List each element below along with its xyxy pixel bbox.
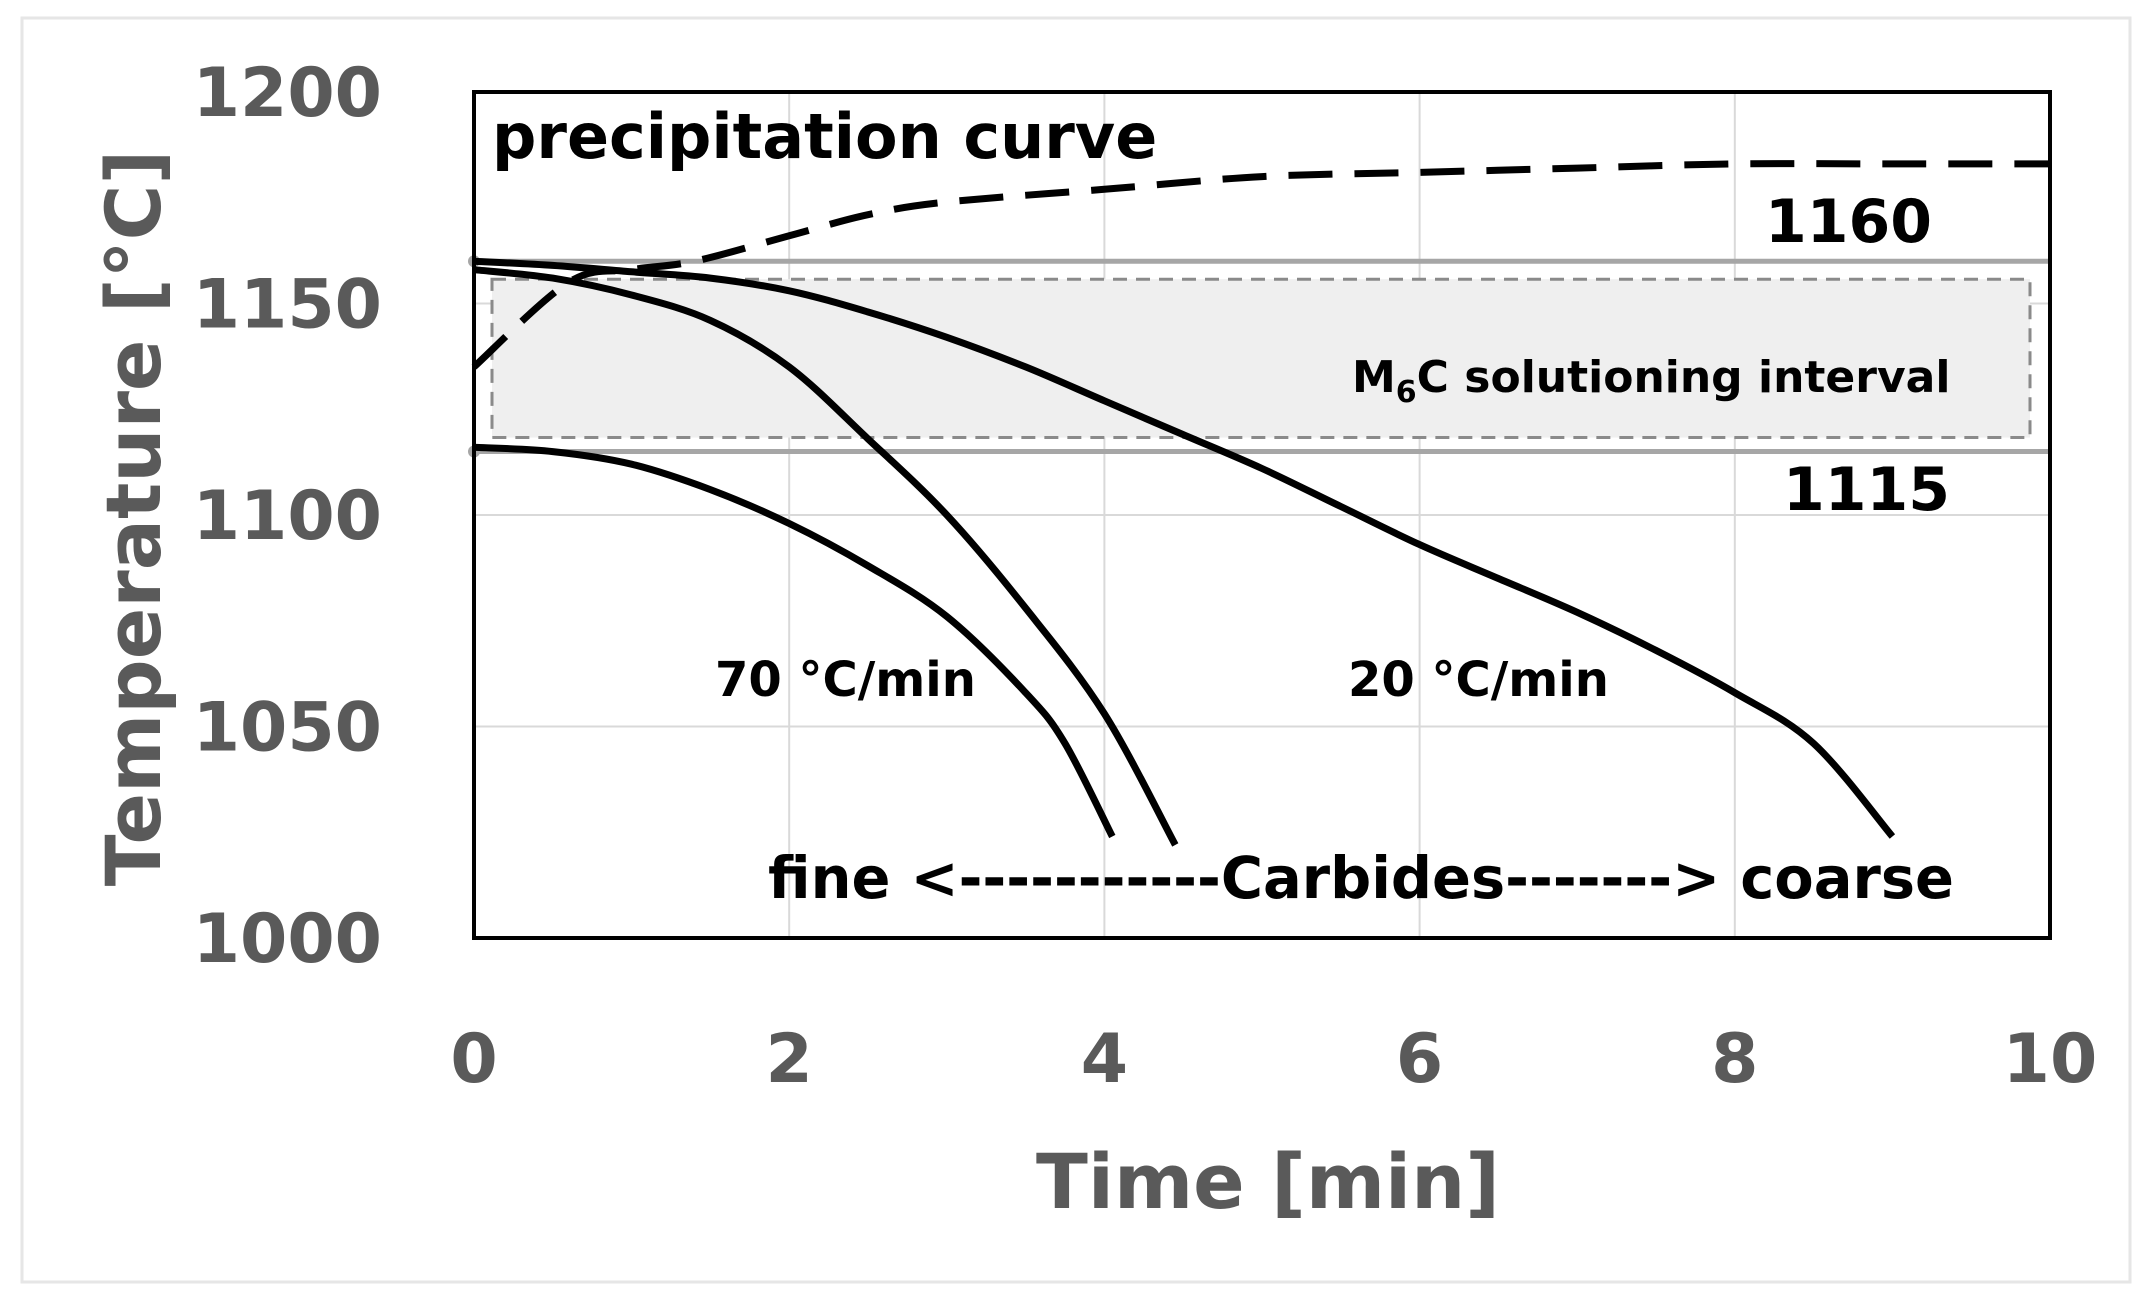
series-lines	[471, 160, 2050, 847]
x-tick-label-8: 8	[1711, 1020, 1758, 1099]
y-tick-label-1000: 1000	[193, 900, 382, 979]
rate-70-label: 70 °C/min	[715, 652, 976, 708]
x-tick-label-4: 4	[1081, 1020, 1128, 1099]
plot-border	[472, 90, 2052, 940]
series-line-2	[473, 266, 1179, 847]
series-line-1	[473, 257, 1896, 839]
band-label: M6C solutioning interval	[1352, 352, 1950, 410]
tick-labels: 0 2 4 6 8 10 1000 1050 1100 1150 1200	[193, 54, 2098, 1099]
rate-20-label: 20 °C/min	[1348, 652, 1609, 708]
figure-frame	[20, 16, 2132, 1284]
y-tick-label-1050: 1050	[193, 689, 382, 768]
series-line-3	[473, 443, 1116, 839]
series-line-0	[471, 160, 2050, 370]
precipitation-curve-label: precipitation curve	[492, 100, 1157, 173]
y-tick-label-1150: 1150	[193, 266, 382, 345]
x-axis-label: Time [min]	[1036, 1137, 1500, 1226]
ref-label-1115: 1115	[1783, 455, 1950, 525]
y-tick-label-1200: 1200	[193, 54, 382, 133]
y-tick-label-1100: 1100	[193, 477, 382, 556]
ref-label-1160: 1160	[1765, 187, 1932, 257]
x-tick-label-0: 0	[450, 1020, 497, 1099]
x-tick-label-6: 6	[1396, 1020, 1443, 1099]
y-axis-label: Temperature [°C]	[89, 150, 178, 886]
x-tick-label-2: 2	[766, 1020, 813, 1099]
solutioning-band	[490, 277, 2032, 440]
carbides-annotation: fine <-----------Carbides-------> coarse	[768, 844, 1954, 912]
x-tick-label-10: 10	[2003, 1020, 2098, 1099]
